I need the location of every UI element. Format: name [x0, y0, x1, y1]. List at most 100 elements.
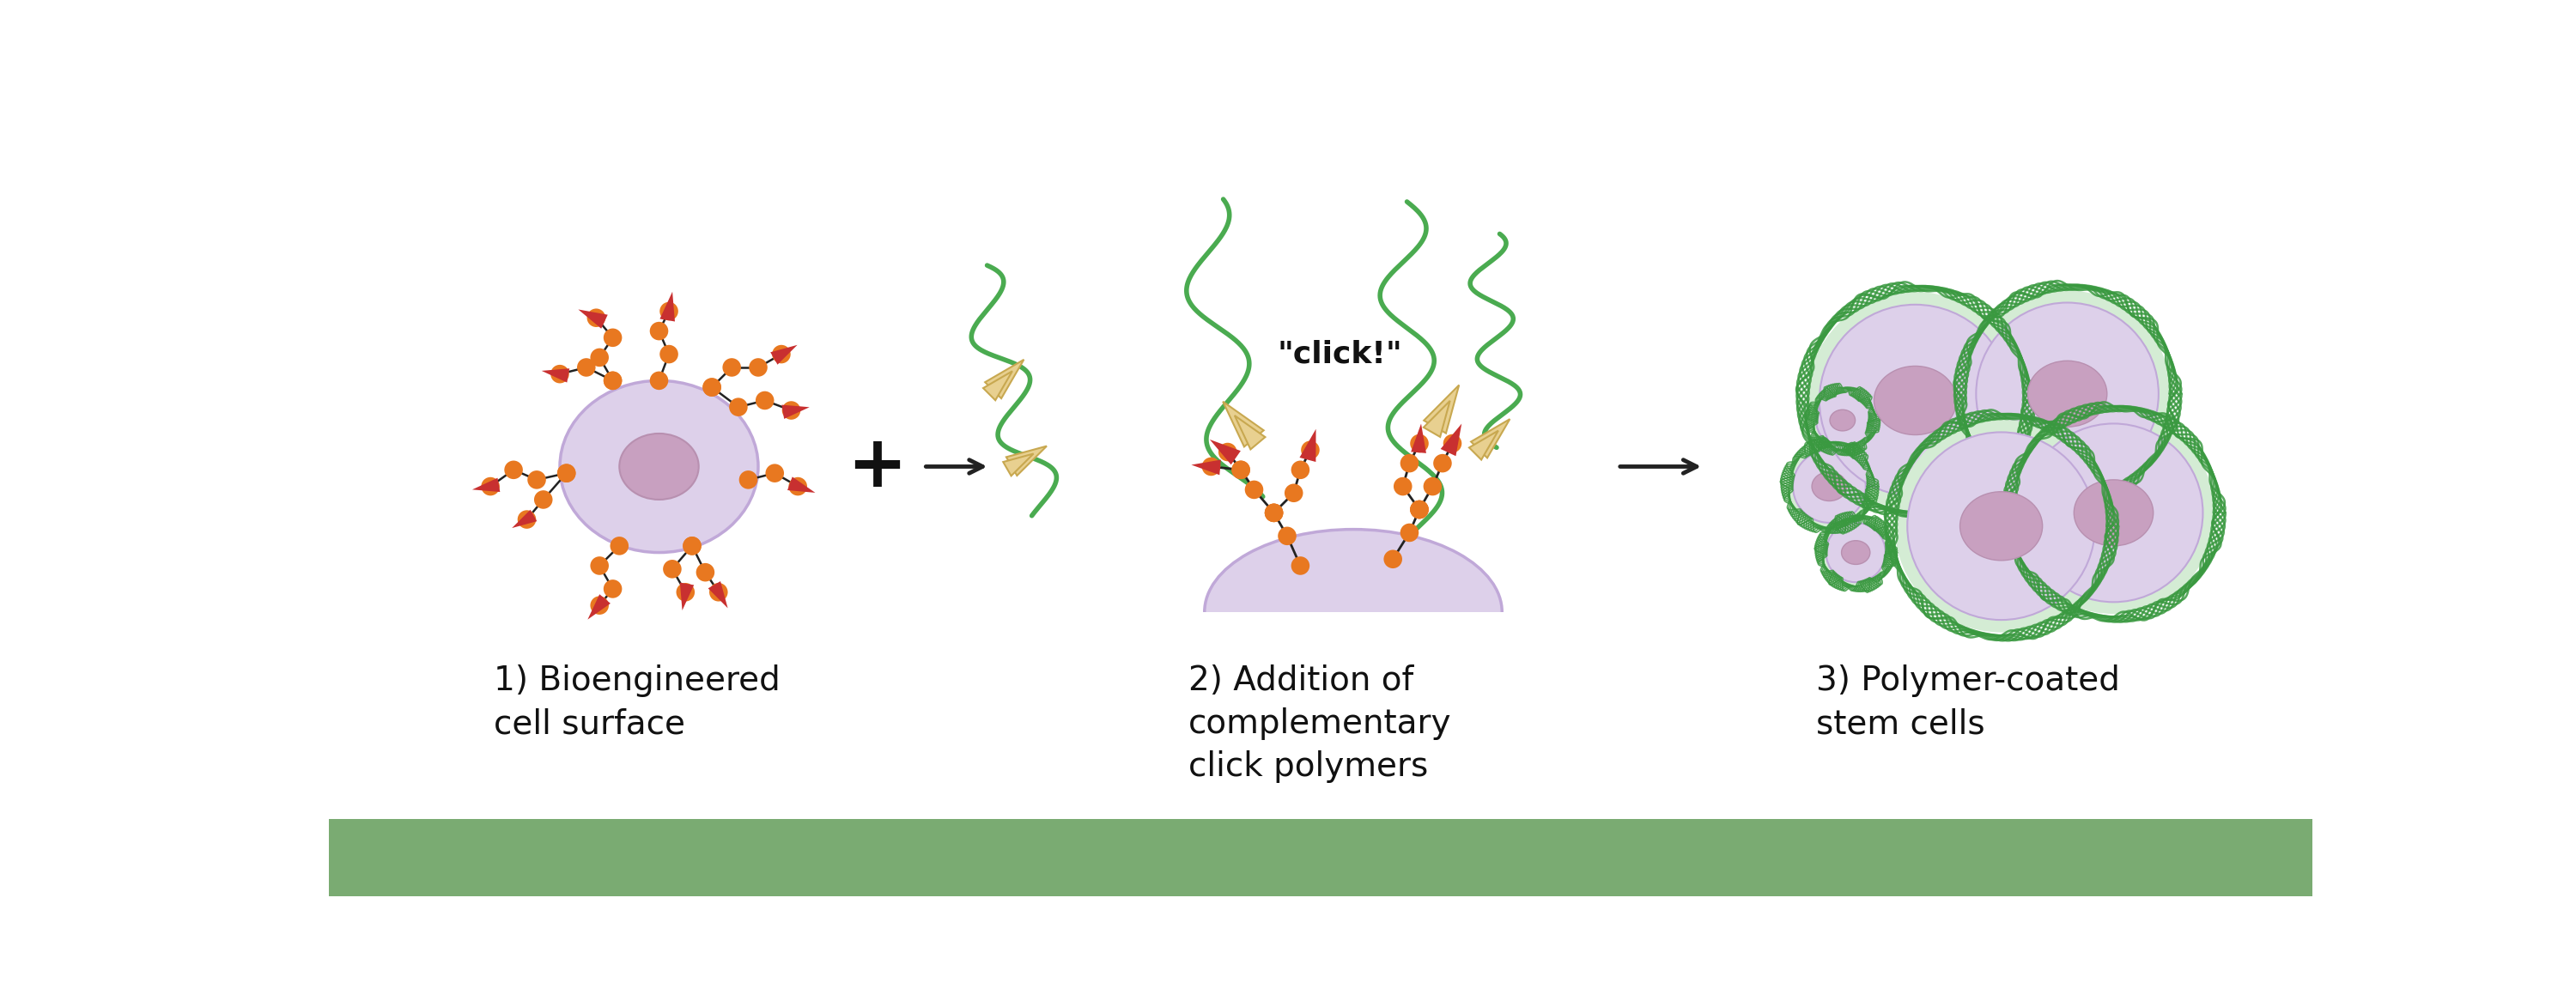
Circle shape [755, 391, 773, 410]
Circle shape [662, 560, 683, 578]
Circle shape [1291, 557, 1309, 575]
Circle shape [1806, 292, 2025, 509]
Polygon shape [587, 594, 611, 619]
Circle shape [1401, 524, 1419, 542]
Polygon shape [471, 478, 500, 492]
Circle shape [590, 557, 608, 575]
Polygon shape [781, 405, 809, 419]
Circle shape [1244, 480, 1262, 498]
Circle shape [649, 372, 667, 390]
Circle shape [677, 583, 696, 601]
Circle shape [1231, 460, 1249, 479]
Polygon shape [788, 476, 814, 492]
Circle shape [1409, 434, 1430, 453]
Polygon shape [1298, 429, 1316, 462]
Circle shape [1906, 432, 2094, 620]
Circle shape [590, 596, 608, 614]
Circle shape [1291, 460, 1309, 479]
Circle shape [551, 365, 569, 384]
Polygon shape [1440, 424, 1461, 456]
Ellipse shape [1960, 491, 2043, 561]
Circle shape [587, 308, 605, 327]
Circle shape [721, 358, 742, 377]
Circle shape [1432, 454, 1453, 472]
Circle shape [696, 563, 714, 582]
Text: "click!": "click!" [1278, 339, 1401, 369]
Circle shape [739, 470, 757, 489]
Circle shape [765, 464, 783, 482]
Polygon shape [1425, 401, 1450, 437]
Circle shape [590, 348, 608, 367]
Text: +: + [848, 432, 907, 501]
Polygon shape [659, 292, 675, 321]
Circle shape [603, 372, 621, 390]
Circle shape [603, 328, 621, 347]
Polygon shape [1412, 424, 1427, 453]
Circle shape [750, 358, 768, 377]
Ellipse shape [1811, 472, 1847, 500]
Ellipse shape [618, 433, 698, 499]
Circle shape [603, 372, 621, 390]
Circle shape [1301, 441, 1319, 459]
Circle shape [1231, 460, 1249, 479]
Ellipse shape [1842, 541, 1870, 564]
Circle shape [1963, 290, 2172, 497]
Circle shape [1814, 391, 1873, 450]
Circle shape [703, 378, 721, 397]
Circle shape [773, 345, 791, 364]
Circle shape [1409, 500, 1430, 519]
Polygon shape [1234, 416, 1265, 449]
Circle shape [1425, 477, 1443, 495]
Polygon shape [1468, 431, 1499, 460]
Polygon shape [708, 581, 729, 608]
Circle shape [729, 398, 747, 416]
Circle shape [528, 470, 546, 489]
Circle shape [482, 477, 500, 495]
Circle shape [1793, 450, 1865, 523]
Circle shape [788, 477, 806, 495]
Circle shape [1788, 445, 1870, 528]
Circle shape [1394, 477, 1412, 495]
Polygon shape [541, 369, 569, 383]
Circle shape [1819, 304, 2012, 496]
Circle shape [1218, 443, 1236, 461]
Polygon shape [1190, 460, 1221, 475]
Ellipse shape [559, 381, 757, 553]
Circle shape [659, 302, 677, 320]
Circle shape [1443, 434, 1461, 453]
Circle shape [1265, 504, 1283, 522]
Circle shape [2012, 412, 2215, 614]
Circle shape [1285, 483, 1303, 502]
Circle shape [1821, 519, 1888, 586]
Text: 2) Addition of
complementary
click polymers: 2) Addition of complementary click polym… [1188, 665, 1450, 783]
Circle shape [518, 511, 536, 529]
Circle shape [1401, 454, 1419, 472]
Circle shape [703, 378, 721, 397]
Ellipse shape [1829, 410, 1855, 431]
Circle shape [1383, 550, 1401, 568]
Circle shape [577, 358, 595, 377]
Polygon shape [1425, 385, 1458, 433]
Polygon shape [513, 510, 536, 528]
Polygon shape [680, 582, 693, 610]
Polygon shape [1007, 446, 1046, 475]
Circle shape [1265, 504, 1283, 522]
Circle shape [683, 537, 701, 555]
Circle shape [1409, 500, 1430, 519]
Text: 3) Polymer-coated
stem cells: 3) Polymer-coated stem cells [1816, 665, 2120, 740]
Ellipse shape [2074, 479, 2154, 546]
Circle shape [1278, 527, 1296, 545]
Circle shape [505, 460, 523, 479]
Bar [330, 819, 2313, 896]
Bar [1123, 612, 1584, 863]
Text: 1) Bioengineered
cell surface: 1) Bioengineered cell surface [495, 665, 781, 740]
Circle shape [2025, 424, 2202, 602]
Circle shape [556, 464, 574, 482]
Ellipse shape [2027, 361, 2107, 427]
Polygon shape [1471, 419, 1510, 458]
Ellipse shape [1206, 530, 1502, 695]
Circle shape [1976, 303, 2159, 485]
Circle shape [1816, 394, 1870, 447]
Circle shape [533, 490, 554, 509]
Circle shape [783, 401, 801, 420]
